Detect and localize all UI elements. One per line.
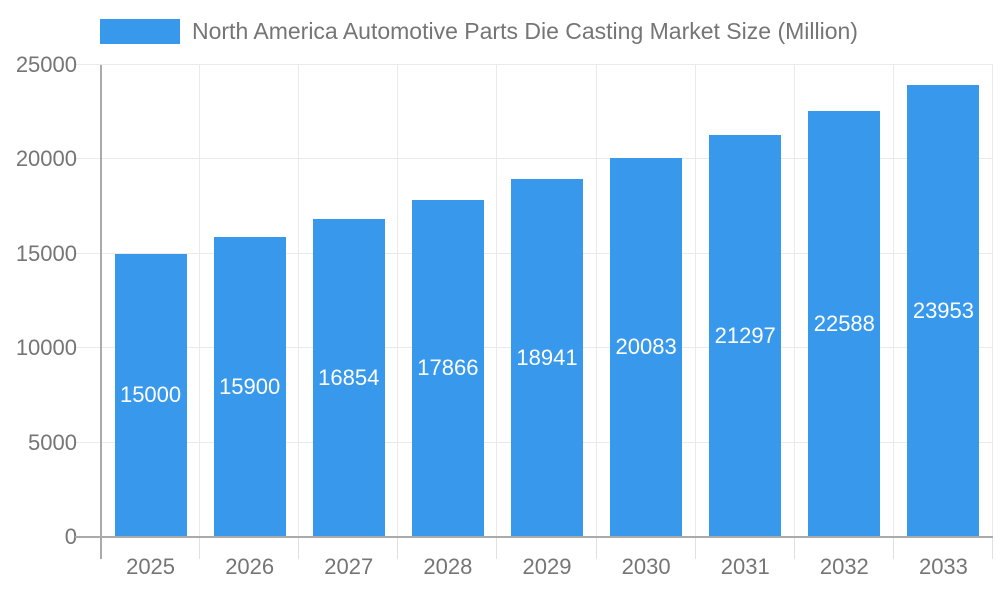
legend-swatch[interactable] — [100, 18, 180, 44]
x-gridline — [992, 65, 993, 537]
x-tick — [397, 537, 399, 559]
bar[interactable] — [907, 84, 980, 537]
bar[interactable] — [808, 110, 881, 537]
x-tick — [496, 537, 498, 559]
legend[interactable]: North America Automotive Parts Die Casti… — [100, 14, 858, 48]
x-gridline — [496, 65, 498, 537]
y-tick-label: 10000 — [15, 335, 77, 361]
x-tick-label: 2030 — [621, 554, 671, 579]
x-tick-label: 2032 — [819, 554, 869, 579]
x-gridline — [199, 65, 201, 537]
bar-value-label: 16854 — [318, 364, 380, 390]
x-gridline — [397, 65, 399, 537]
bar[interactable] — [411, 199, 484, 537]
y-tick-label: 20000 — [15, 146, 77, 172]
y-gridline — [75, 64, 993, 65]
bar-value-label: 17866 — [417, 355, 479, 381]
bar-value-label: 15900 — [219, 373, 281, 399]
y-gridline — [75, 158, 993, 160]
bar-value-label: 15000 — [119, 382, 182, 408]
x-tick — [694, 537, 696, 559]
x-tick-label: 2029 — [522, 554, 572, 579]
x-gridline — [298, 65, 300, 537]
x-tick-label: 2025 — [126, 554, 176, 579]
bar[interactable] — [610, 157, 683, 537]
x-tick — [298, 537, 300, 559]
bar[interactable] — [312, 218, 385, 537]
x-gridline — [793, 65, 795, 537]
bar-value-label: 18941 — [516, 345, 578, 371]
x-tick-label: 2026 — [225, 554, 275, 579]
bar-value-label: 20083 — [615, 334, 677, 360]
bar-value-label: 21297 — [714, 322, 776, 348]
bar[interactable] — [114, 253, 187, 537]
x-gridline — [694, 65, 696, 537]
y-tick-label: 15000 — [15, 240, 77, 266]
x-tick — [199, 537, 201, 559]
legend-label: North America Automotive Parts Die Casti… — [192, 17, 858, 44]
x-tick — [595, 537, 597, 559]
x-tick — [992, 537, 993, 559]
x-tick — [892, 537, 894, 559]
bar-value-label: 22588 — [813, 310, 875, 336]
y-tick-label: 0 — [64, 524, 77, 549]
x-axis-line — [75, 536, 993, 538]
bar[interactable] — [709, 134, 782, 537]
x-tick-label: 2031 — [720, 554, 770, 579]
x-tick-label: 2028 — [423, 554, 473, 579]
y-tick-label: 25000 — [15, 52, 77, 77]
x-tick-label: 2027 — [324, 554, 374, 579]
y-axis-line — [100, 65, 102, 559]
bar-value-label: 23953 — [912, 297, 975, 323]
x-tick-label: 2033 — [918, 554, 968, 579]
x-gridline — [595, 65, 597, 537]
bar[interactable] — [213, 236, 286, 537]
x-tick — [793, 537, 795, 559]
x-gridline — [892, 65, 894, 537]
y-tick-label: 5000 — [28, 429, 77, 455]
bar[interactable] — [511, 179, 583, 537]
